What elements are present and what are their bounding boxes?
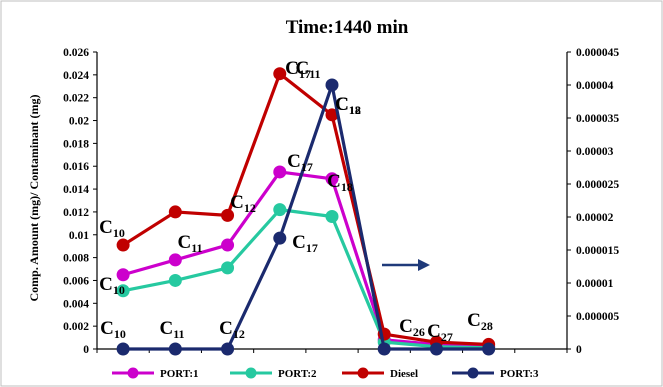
y-tick-label: 0.022 [63,93,89,105]
carbon-label: C18 [335,94,361,117]
carbon-label: C10 [100,318,126,341]
series-line-port-1 [122,170,489,349]
carbon-label: C27 [427,321,453,344]
data-point [273,165,287,179]
data-point [116,284,130,298]
legend: PORT:1 PORT:2 Diesel PORT:3 [112,367,539,380]
carbon-label: C11 [295,58,320,81]
y-tick-label: 0.014 [63,184,89,196]
series-line-port-2 [122,208,489,350]
y-axis-title: Comp. Amount (mg)/ Contaminant (mg) [27,94,41,301]
y2-tick-label: 0.000025 [576,179,619,191]
carbon-label: C17 [292,232,318,255]
carbon-label: C17 [287,151,313,174]
legend-label: PORT:1 [160,368,199,380]
y-tick-label: 0 [83,344,89,356]
arrow-right-icon [382,259,430,271]
data-point [168,273,182,287]
legend-item: PORT:2 [230,367,317,380]
y-tick-label: 0.008 [63,253,89,265]
y-tick-label: 0.004 [63,298,89,310]
y2-tick-label: 0.000005 [576,311,619,323]
carbon-label: C12 [335,94,361,117]
y2-tick-label: 0 [576,344,582,356]
y-tick-label: 0.026 [63,47,89,59]
data-point [168,342,182,356]
legend-item: PORT:1 [112,367,199,380]
data-point [273,203,287,217]
y-tick-label: 0.024 [63,70,89,82]
data-point [168,253,182,267]
data-point [221,261,235,275]
data-point [168,205,182,219]
y-tick-label: 0.02 [69,116,89,128]
legend-label: PORT:3 [500,368,539,380]
carbon-label: C10 [99,217,125,240]
legend-item: PORT:3 [452,367,539,380]
data-point [273,67,287,81]
data-point [221,342,235,356]
carbon-label: C17 [285,58,311,81]
y2-tick-label: 0.00002 [576,212,614,224]
carbon-label: C12 [219,318,245,341]
legend-item: Diesel [342,367,418,380]
data-point [429,342,443,356]
chart-title: Time:1440 min [286,17,409,38]
data-point [325,172,339,186]
y2-tick-label: 0.000015 [576,245,619,257]
axes: 0 0.002 0.004 0.006 0.008 0.01 0.012 0.014 0.016… [63,47,619,356]
data-point [482,342,496,356]
carbon-label: C18 [327,171,353,194]
carbon-label: C12 [230,192,256,215]
y2-tick-label: 0.00004 [576,80,614,92]
y-tick-label: 0.002 [63,321,89,333]
y-tick-label: 0.012 [63,207,89,219]
series-line-diesel [122,72,489,347]
y2-tick-label: 0.000045 [576,47,619,59]
data-point [116,342,130,356]
y-tick-label: 0.018 [63,138,89,150]
carbon-label: C11 [159,318,184,341]
y2-tick-label: 0.00003 [576,146,614,158]
y-tick-label: 0.006 [63,275,89,287]
data-point [116,238,130,252]
series-line-port-3 [123,83,489,351]
annotation-layer: C10 C11 C12 C17 C18 C10 C11 C12 C17 C18 C10 C11 C12 C… [99,58,493,344]
data-point [325,78,339,92]
y-tick-label: 0.01 [69,230,89,242]
series-layer [116,67,496,356]
carbon-label: C11 [177,232,202,255]
data-point [325,108,339,122]
data-point [377,342,391,356]
carbon-label: C10 [99,274,125,297]
carbon-label: C26 [399,316,425,339]
data-point [221,208,235,222]
data-point [325,209,339,223]
y-tick-label: 0.016 [63,161,89,173]
data-point [116,268,130,282]
y2-tick-label: 0.00001 [576,278,614,290]
data-point [221,238,235,252]
y2-tick-label: 0.000035 [576,113,619,125]
legend-label: Diesel [390,368,418,380]
data-point [273,231,287,245]
legend-label: PORT:2 [278,368,317,380]
carbon-label: C28 [467,310,493,333]
